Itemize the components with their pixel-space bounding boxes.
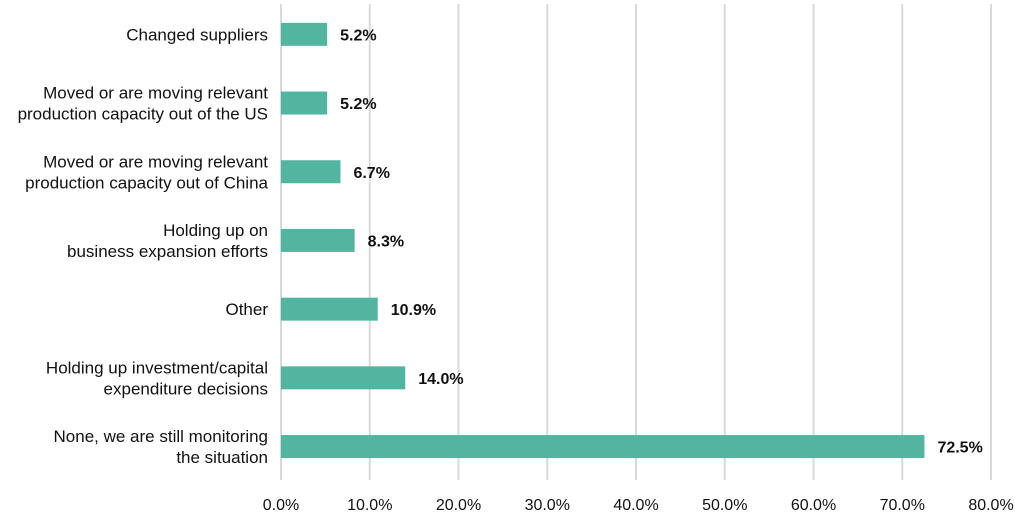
category-label: Other <box>225 300 268 319</box>
x-tick-label: 20.0% <box>436 497 481 514</box>
x-tick-label: 50.0% <box>702 497 747 514</box>
category-label: None, we are still monitoring the situati… <box>54 427 268 467</box>
x-tick-label: 0.0% <box>263 497 299 514</box>
bar <box>281 297 378 321</box>
value-label: 10.9% <box>391 302 436 319</box>
x-tick-label: 40.0% <box>613 497 658 514</box>
x-tick-labels: 0.0% 10.0% 20.0% 30.0% 40.0% 50.0% 60.0% 70.0% 8… <box>263 497 1014 514</box>
category-label-line: business expansion efforts <box>67 242 268 261</box>
category-label-line: Moved or are moving relevant <box>43 152 268 171</box>
bar <box>281 22 328 46</box>
category-label: Moved or are moving relevant production c… <box>18 84 269 124</box>
category-label-line: Changed suppliers <box>126 25 268 44</box>
value-label: 72.5% <box>937 440 982 457</box>
x-tick-label: 80.0% <box>968 497 1013 514</box>
category-label: Moved or are moving relevant production c… <box>25 152 268 192</box>
category-label-line: Holding up investment/capital <box>46 358 268 377</box>
x-tick-label: 10.0% <box>347 497 392 514</box>
category-label-line: expenditure decisions <box>104 379 268 398</box>
bar <box>281 228 355 252</box>
value-labels: 5.2% 5.2% 6.7% 8.3% 10.9% 14.0% 72.5% <box>340 27 983 456</box>
category-label-line: Holding up on <box>163 221 268 240</box>
x-tick-label: 70.0% <box>880 497 925 514</box>
category-label-line: production capacity out of the US <box>18 105 268 124</box>
category-labels: Changed suppliers Moved or are moving rel… <box>18 25 269 467</box>
category-label-line: Other <box>225 300 268 319</box>
category-label-line: the situation <box>176 448 268 467</box>
gridlines <box>280 4 992 480</box>
value-label: 5.2% <box>340 27 376 44</box>
category-label-line: None, we are still monitoring <box>54 427 268 446</box>
bars <box>281 22 925 459</box>
category-label: Holding up on business expansion efforts <box>67 221 268 261</box>
x-tick-label: 30.0% <box>525 497 570 514</box>
bar <box>281 160 341 184</box>
bar <box>281 435 925 459</box>
value-label: 8.3% <box>368 233 404 250</box>
value-label: 6.7% <box>353 165 389 182</box>
category-label-line: Moved or are moving relevant <box>43 84 268 103</box>
bar <box>281 91 328 115</box>
value-label: 5.2% <box>340 96 376 113</box>
category-label: Changed suppliers <box>126 25 268 44</box>
bar <box>281 366 406 390</box>
x-tick-label: 60.0% <box>791 497 836 514</box>
value-label: 14.0% <box>418 371 463 388</box>
category-label-line: production capacity out of China <box>25 173 268 192</box>
category-label: Holding up investment/capital expenditure… <box>46 358 268 398</box>
